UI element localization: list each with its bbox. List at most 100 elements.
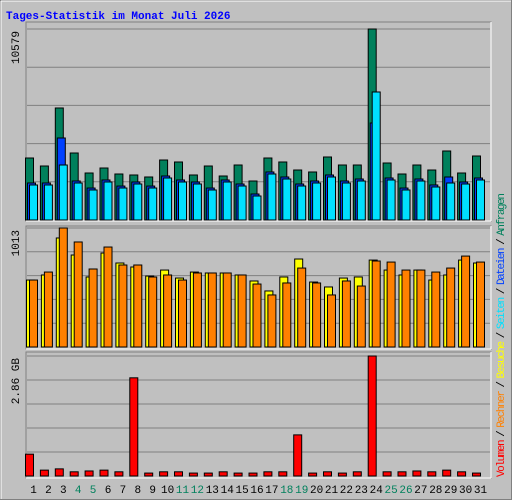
bar [461,255,471,348]
x-tick-label: 29 [444,485,457,497]
bar [148,187,158,221]
bar [133,264,143,348]
bar [73,182,83,221]
legend-entry: Rechner [496,390,508,428]
legend-entry: Volumen [496,439,508,477]
bar [174,471,183,477]
x-tick-label: 31 [474,485,488,497]
bar [58,164,68,221]
legend: Volumen / Rechner / Besuche / Seiten / Dateien / A… [496,193,508,477]
legend-separator: / [496,332,508,339]
x-tick-label: 5 [90,485,97,497]
bar [476,261,485,348]
bar [371,260,381,348]
bar [207,189,217,221]
x-tick-label: 8 [134,485,141,497]
x-tick-label: 7 [120,485,127,497]
x-tick-label: 25 [384,485,397,497]
bar [416,180,426,221]
bar [25,453,34,477]
bar [382,471,392,477]
bar [312,182,322,221]
bar [58,227,68,348]
x-tick-label: 1 [30,485,37,497]
bar [356,285,366,348]
bar [323,471,332,477]
bar [252,195,262,221]
bar [327,176,336,221]
bar [192,183,202,221]
legend-entry: Seiten [496,297,508,329]
bar [248,472,258,477]
bar [457,471,467,477]
bar [267,173,277,221]
bar [159,471,169,477]
bar [367,355,377,477]
bar [233,472,243,477]
x-tick-label: 4 [75,485,82,497]
bar [401,189,411,221]
bar [308,472,318,477]
bar [386,179,396,221]
x-tick-label: 22 [340,485,353,497]
bar [237,185,247,221]
bar [178,279,187,348]
bar [222,272,232,348]
legend-entry: Dateien [496,247,508,285]
bar [118,264,128,348]
bar [73,241,83,348]
bar [278,471,288,477]
y-tick-label: 10579 [11,31,23,64]
x-tick-label: 26 [399,485,412,497]
x-tick-label: 13 [206,485,219,497]
bar [472,472,481,477]
legend-entry: Besuche [496,341,508,379]
legend-separator: / [496,238,508,245]
bar [297,267,307,348]
bar [103,181,113,221]
bar [118,187,128,221]
legend-entry: Anfragen [496,193,508,236]
bar [218,471,228,477]
x-tick-label: 20 [310,485,323,497]
bar [144,472,154,477]
bar [252,283,262,348]
bar [431,271,441,348]
bar [352,471,362,477]
chart-title: Tages-Statistik im Monat Juli 2026 [6,11,230,23]
x-tick-label: 28 [429,485,442,497]
bar [293,434,303,477]
bar [476,179,485,221]
x-tick-label: 11 [176,485,190,497]
bar [282,178,292,221]
bar [341,280,351,348]
bar [84,470,94,477]
bar [401,269,411,348]
bar [43,184,53,221]
bar [427,471,437,477]
x-tick-label: 14 [221,485,235,497]
x-tick-label: 23 [355,485,368,497]
x-tick-label: 15 [235,485,248,497]
bar [29,184,38,221]
bar [133,183,143,221]
bar [371,91,381,221]
x-tick-label: 24 [370,485,384,497]
bar [207,272,217,348]
x-tick-label: 19 [295,485,308,497]
bar [412,470,422,477]
bar [461,183,471,221]
bar [178,181,187,221]
bar [222,181,232,221]
plot-area [25,351,492,479]
bar [163,177,173,221]
bar [188,472,198,477]
bar [69,471,79,477]
bar [99,469,109,477]
bar [282,282,292,348]
bar [341,182,351,221]
bar [43,271,53,348]
bar [114,471,124,477]
